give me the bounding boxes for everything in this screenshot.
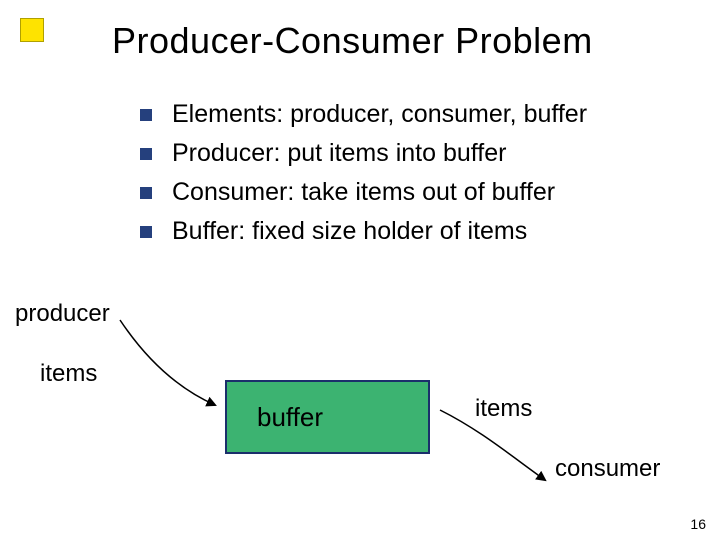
bullet-text: Producer: put items into buffer <box>172 139 506 168</box>
bullet-text: Consumer: take items out of buffer <box>172 178 555 207</box>
bullet-text: Buffer: fixed size holder of items <box>172 217 527 246</box>
list-item: Consumer: take items out of buffer <box>140 178 587 207</box>
bullet-icon <box>140 148 152 160</box>
consumer-label: consumer <box>555 455 660 483</box>
list-item: Buffer: fixed size holder of items <box>140 217 587 246</box>
corner-accent <box>20 18 44 42</box>
list-item: Elements: producer, consumer, buffer <box>140 100 587 129</box>
list-item: Producer: put items into buffer <box>140 139 587 168</box>
bullet-icon <box>140 226 152 238</box>
page-number: 16 <box>690 516 706 532</box>
bullet-icon <box>140 109 152 121</box>
bullet-list: Elements: producer, consumer, buffer Pro… <box>140 100 587 256</box>
slide-title: Producer-Consumer Problem <box>112 20 593 62</box>
diagram-region: producer items buffer items consumer <box>0 300 720 500</box>
bullet-text: Elements: producer, consumer, buffer <box>172 100 587 129</box>
bullet-icon <box>140 187 152 199</box>
